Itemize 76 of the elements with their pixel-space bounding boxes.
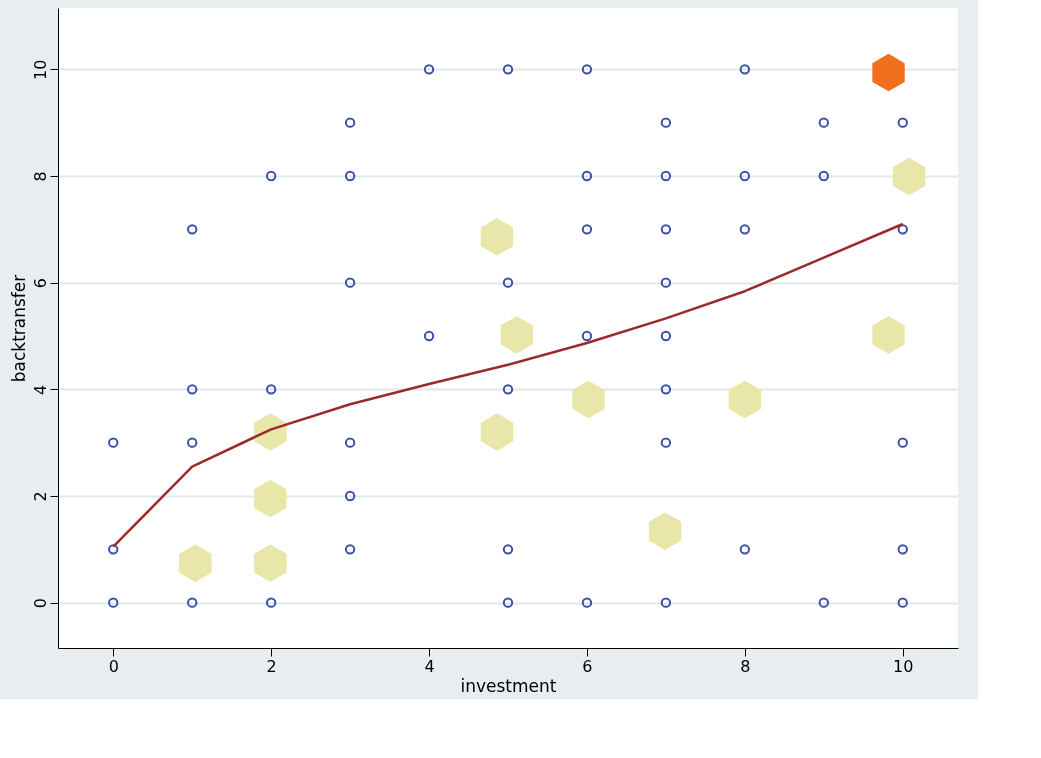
point — [572, 380, 605, 419]
point — [660, 224, 672, 235]
point — [581, 64, 593, 75]
point — [187, 437, 198, 448]
point — [728, 380, 762, 419]
point — [500, 316, 533, 354]
y-tick-label: 2 — [30, 491, 50, 502]
point — [502, 384, 514, 395]
y-axis-title: backtransfer — [8, 274, 29, 383]
point — [739, 224, 751, 235]
point — [818, 597, 829, 608]
point — [581, 224, 593, 235]
point — [660, 277, 672, 288]
point — [254, 479, 287, 518]
point — [660, 330, 672, 342]
point — [581, 170, 593, 182]
point — [265, 384, 277, 395]
point — [897, 544, 908, 555]
y-tick-label: 0 — [30, 598, 50, 609]
x-tick-label: 10 — [893, 656, 914, 676]
point — [187, 224, 198, 235]
point — [344, 117, 356, 128]
point — [254, 544, 287, 582]
point — [265, 170, 277, 182]
point — [660, 597, 672, 608]
point — [502, 597, 514, 608]
point — [344, 170, 356, 182]
point — [480, 218, 514, 256]
point — [648, 512, 682, 550]
point — [581, 330, 593, 342]
point — [502, 64, 514, 75]
y-tick-label: 4 — [30, 384, 50, 395]
point — [660, 437, 672, 448]
point — [423, 330, 435, 342]
point — [892, 157, 926, 196]
point — [179, 544, 212, 582]
point — [660, 170, 672, 182]
point — [739, 170, 751, 182]
point — [818, 170, 829, 182]
x-tick-label: 8 — [740, 656, 751, 676]
point — [254, 413, 287, 451]
point — [897, 224, 908, 235]
x-tick-label: 2 — [266, 656, 277, 676]
point — [187, 384, 198, 395]
point — [897, 117, 908, 128]
y-tick-label: 10 — [30, 59, 50, 81]
point — [897, 597, 908, 608]
point — [108, 597, 119, 608]
point — [344, 490, 356, 502]
point — [344, 437, 356, 448]
x-tick-label: 6 — [582, 656, 593, 676]
point — [502, 544, 514, 555]
point — [423, 64, 435, 75]
y-tick-label: 6 — [30, 278, 50, 289]
point — [581, 597, 593, 608]
x-tick-label: 0 — [108, 656, 119, 676]
point — [739, 544, 751, 555]
point — [739, 64, 751, 75]
point — [108, 437, 119, 448]
point — [502, 277, 514, 288]
point — [265, 597, 277, 608]
point — [897, 437, 908, 448]
point — [660, 117, 672, 128]
point — [872, 53, 905, 92]
point — [818, 117, 829, 128]
point — [187, 597, 198, 608]
point — [108, 544, 119, 555]
x-tick-label: 4 — [424, 656, 435, 676]
point — [660, 384, 672, 395]
y-tick-label: 8 — [30, 171, 50, 182]
line-series — [112, 222, 904, 548]
point — [872, 316, 905, 354]
x-axis-title: investment — [460, 675, 557, 696]
point — [344, 277, 356, 288]
point — [480, 413, 514, 451]
point — [344, 544, 356, 555]
